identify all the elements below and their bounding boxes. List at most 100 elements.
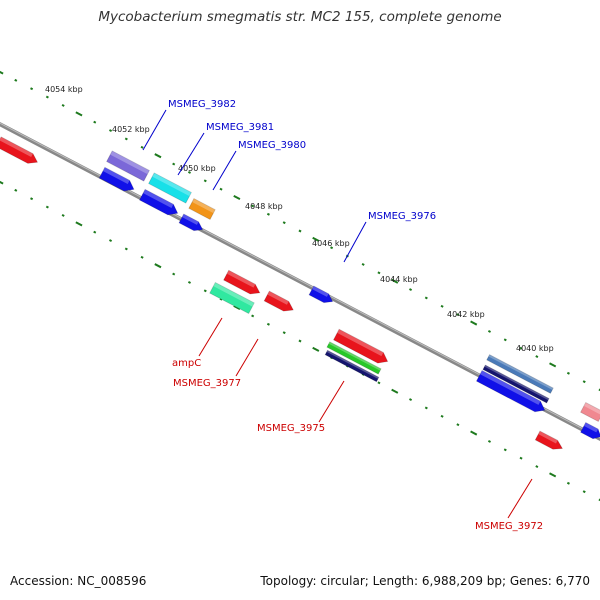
tick-mark <box>124 247 128 251</box>
tick-mark <box>219 187 223 191</box>
gene-leader-line <box>142 109 167 151</box>
gene-feature <box>223 269 261 295</box>
tick-mark <box>140 255 144 259</box>
accession-text: Accession: NC_008596 <box>10 574 147 588</box>
tick-mark <box>251 204 255 208</box>
tick-mark <box>424 296 428 300</box>
gene-feature <box>148 172 192 204</box>
gene-label: MSMEG_3975 <box>257 423 325 434</box>
lower-tick-row <box>0 180 600 502</box>
gene-leader-line <box>198 317 223 357</box>
tick-mark <box>361 263 365 266</box>
gene-leader-line <box>318 380 345 423</box>
tick-mark <box>377 271 381 275</box>
tick-mark <box>219 297 223 301</box>
gene-feature-shine <box>337 329 384 357</box>
tick-mark <box>187 280 192 284</box>
tick-mark <box>203 289 207 293</box>
tick-mark <box>535 465 539 468</box>
tick-mark <box>566 371 570 375</box>
gene-feature <box>0 136 39 164</box>
tick-mark <box>391 278 399 284</box>
gene-feature-shine <box>102 167 130 185</box>
tick-mark <box>470 320 478 326</box>
gene-feature-shine <box>110 150 150 175</box>
tick-mark <box>14 78 18 82</box>
tick-mark <box>187 170 192 174</box>
gene-leader-line <box>235 338 259 377</box>
tick-mark <box>140 145 144 149</box>
tick-mark <box>0 70 4 75</box>
gene-feature <box>475 369 546 413</box>
tick-mark <box>266 212 270 216</box>
tick-mark <box>172 272 176 276</box>
tick-mark <box>45 95 49 99</box>
tick-mark <box>535 355 539 358</box>
tick-mark <box>154 153 162 159</box>
tick-mark <box>203 179 207 183</box>
gene-leader-line <box>507 478 533 519</box>
gene-label: MSMEG_3976 <box>368 211 436 222</box>
tick-mark <box>233 195 241 201</box>
gene-feature-shine <box>480 370 541 405</box>
tick-mark <box>424 406 428 410</box>
gene-feature-shine <box>267 291 289 305</box>
gene-feature <box>106 150 150 182</box>
gene-label: MSMEG_3981 <box>206 122 274 133</box>
tick-mark <box>124 137 128 141</box>
gene-leader-line <box>343 221 367 263</box>
tick-mark <box>549 472 557 478</box>
tick-mark <box>0 180 4 185</box>
gene-leader-line <box>177 132 205 176</box>
axis-tick-label: 4040 kbp <box>516 344 554 353</box>
tick-mark <box>566 481 570 485</box>
gene-feature <box>308 285 334 304</box>
gene-feature-shine <box>213 282 255 307</box>
axis-tick-label: 4050 kbp <box>178 164 216 173</box>
tick-mark <box>312 236 320 242</box>
gene-feature <box>326 341 382 375</box>
gene-feature-shine <box>326 350 379 379</box>
tick-mark <box>487 439 492 443</box>
tick-mark <box>503 448 507 452</box>
gene-feature <box>188 198 216 220</box>
tick-mark <box>75 221 83 227</box>
gene-feature-shine <box>583 422 599 433</box>
gene-feature <box>482 364 550 404</box>
tick-mark <box>312 346 320 352</box>
tick-mark <box>582 380 586 384</box>
tick-mark <box>470 430 478 436</box>
gene-feature-shine <box>152 172 192 197</box>
gene-feature-shine <box>312 285 329 297</box>
gene-feature <box>324 349 380 383</box>
tick-mark <box>487 329 492 333</box>
tick-mark <box>251 314 255 318</box>
tick-mark <box>456 423 460 427</box>
gene-feature <box>580 401 600 423</box>
tick-mark <box>408 398 413 402</box>
tick-mark <box>266 322 270 326</box>
gene-feature-shine <box>328 341 382 371</box>
tick-mark <box>298 229 302 233</box>
gene-label: MSMEG_3980 <box>238 140 306 151</box>
axis-tick-label: 4042 kbp <box>447 310 485 319</box>
axis-tick-label: 4046 kbp <box>312 239 350 248</box>
axis-tick-label: 4044 kbp <box>380 275 418 284</box>
tick-mark <box>549 362 557 368</box>
gene-feature-shine <box>192 198 216 214</box>
gene-feature-shine <box>583 402 600 415</box>
tick-mark <box>582 490 586 494</box>
gene-feature-shine <box>143 189 174 208</box>
gene-feature <box>138 188 179 216</box>
gene-label: MSMEG_3972 <box>475 521 543 532</box>
gene-feature-shine <box>488 354 554 390</box>
tick-mark <box>519 456 523 460</box>
gene-feature-shine <box>182 213 199 225</box>
tick-mark <box>282 221 286 225</box>
tick-mark <box>172 162 176 166</box>
tick-mark <box>108 129 113 133</box>
gene-feature <box>486 354 554 394</box>
gene-feature-shine <box>538 431 558 444</box>
gene-feature-shine <box>0 136 33 158</box>
